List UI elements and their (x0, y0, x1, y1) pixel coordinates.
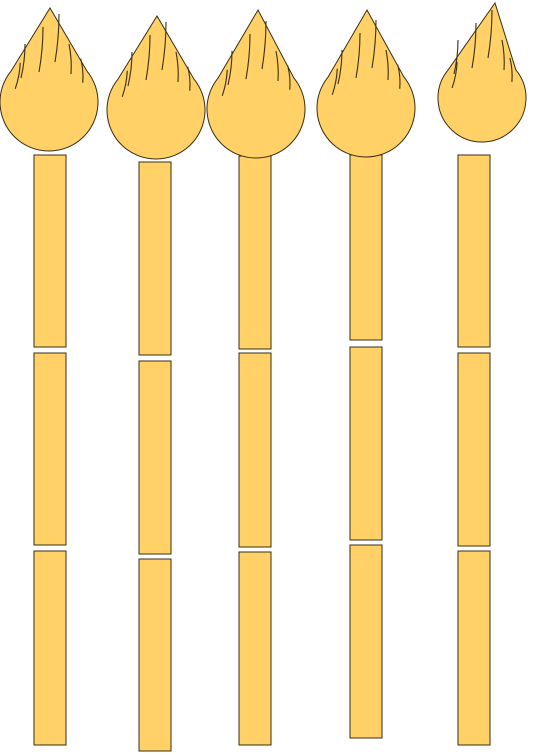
brush-bristles (437, 1, 527, 143)
handle-segment-2 (457, 352, 491, 547)
handle-segment-1 (457, 154, 491, 348)
brush-bristles (0, 7, 99, 152)
paintbrush-5 (437, 1, 527, 746)
bristle-line-3 (355, 32, 361, 79)
paintbrush-4 (316, 8, 416, 739)
paintbrush-3 (206, 8, 306, 746)
bristle-line-1 (451, 61, 458, 89)
bristle-line-2 (127, 51, 133, 87)
bristle-line-1 (221, 69, 228, 96)
handle-segment-2 (138, 360, 172, 555)
handle-segment-1 (33, 154, 67, 348)
handle-segment-1 (238, 155, 272, 350)
bristle-line-5 (385, 49, 389, 81)
bristle-line-4 (261, 20, 267, 70)
handle-segment-3 (457, 550, 491, 746)
bristle-line-2 (227, 50, 233, 86)
handle-segment-3 (238, 551, 272, 746)
bristle-line-6 (509, 57, 513, 82)
handle-segment-1 (349, 154, 383, 341)
paintbrush-1 (0, 7, 99, 746)
brush-head-icon (0, 7, 99, 152)
handle-segment-3 (349, 544, 383, 739)
handle-segment-3 (138, 558, 172, 752)
bristle-line-3 (145, 34, 151, 81)
handle-segment-3 (33, 550, 67, 746)
bristle-line-6 (80, 58, 84, 83)
bristle-line-2 (453, 39, 459, 75)
brush-head-icon (206, 8, 306, 159)
bristle-line-5 (175, 51, 179, 83)
bristle-line-6 (287, 65, 291, 90)
brush-head-icon (316, 8, 416, 158)
bristle-line-3 (471, 22, 477, 69)
bristle-line-5 (68, 43, 72, 75)
bristle-line-1 (121, 70, 128, 97)
bristle-line-5 (501, 39, 505, 71)
bristle-line-3 (38, 26, 44, 73)
handle-segment-2 (33, 352, 67, 546)
bristle-line-6 (187, 66, 191, 91)
bristle-line-4 (161, 21, 167, 71)
handle-segment-2 (238, 352, 272, 548)
bristle-line-1 (14, 62, 21, 89)
bristle-line-2 (337, 49, 343, 85)
bristle-line-2 (20, 43, 26, 79)
bristle-line-1 (331, 68, 338, 95)
bristle-line-4 (487, 9, 493, 59)
brush-bristles (106, 15, 206, 160)
brush-head-icon (437, 1, 527, 143)
brush-bristles (316, 8, 416, 158)
bristle-line-4 (54, 13, 60, 63)
bristle-line-4 (371, 19, 377, 69)
bristle-line-5 (275, 50, 279, 82)
handle-segment-2 (349, 346, 383, 541)
bristle-line-6 (397, 64, 401, 89)
handle-segment-1 (138, 161, 172, 356)
paintbrush-2 (106, 15, 206, 752)
bristle-line-3 (245, 33, 251, 80)
brush-head-icon (106, 15, 206, 160)
brush-bristles (206, 8, 306, 159)
